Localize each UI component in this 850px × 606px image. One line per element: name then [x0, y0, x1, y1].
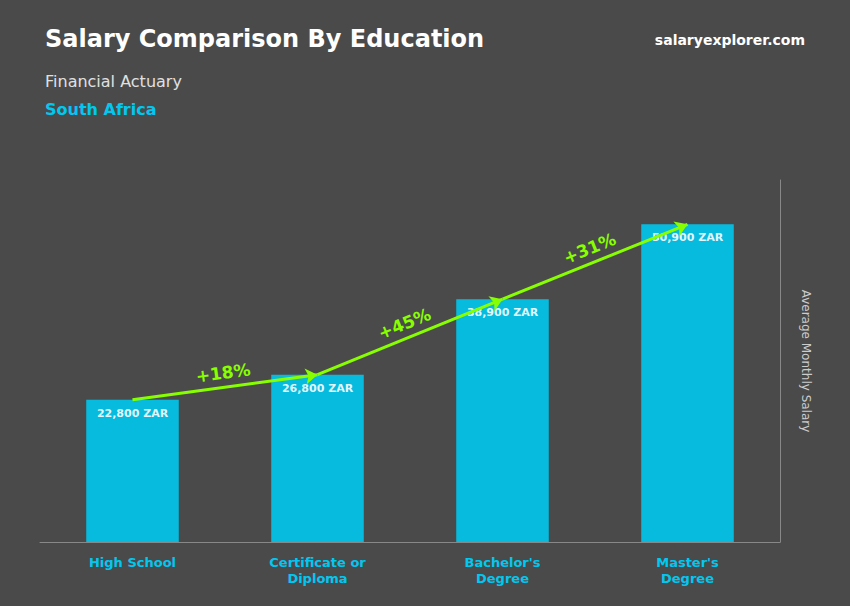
svg-text:Master's: Master's — [656, 555, 719, 570]
svg-text:Degree: Degree — [661, 571, 714, 586]
svg-text:26,800 ZAR: 26,800 ZAR — [282, 382, 354, 395]
svg-text:Average Monthly Salary: Average Monthly Salary — [799, 290, 813, 433]
svg-text:Diploma: Diploma — [287, 571, 347, 586]
svg-text:salaryexplorer.com: salaryexplorer.com — [655, 32, 805, 48]
svg-text:38,900 ZAR: 38,900 ZAR — [466, 306, 539, 320]
svg-text:22,800 ZAR: 22,800 ZAR — [97, 407, 169, 420]
svg-text:50,900 ZAR: 50,900 ZAR — [651, 231, 724, 245]
svg-text:Degree: Degree — [476, 571, 529, 586]
svg-text:+18%: +18% — [194, 359, 251, 386]
svg-text:High School: High School — [89, 555, 176, 570]
svg-text:Salary Comparison By Education: Salary Comparison By Education — [45, 25, 484, 53]
svg-text:Certificate or: Certificate or — [269, 555, 366, 570]
svg-text:South Africa: South Africa — [45, 100, 157, 119]
svg-text:+45%: +45% — [375, 304, 433, 343]
svg-text:+31%: +31% — [560, 229, 618, 268]
svg-text:Bachelor's: Bachelor's — [465, 555, 541, 570]
svg-text:Financial Actuary: Financial Actuary — [45, 72, 182, 91]
